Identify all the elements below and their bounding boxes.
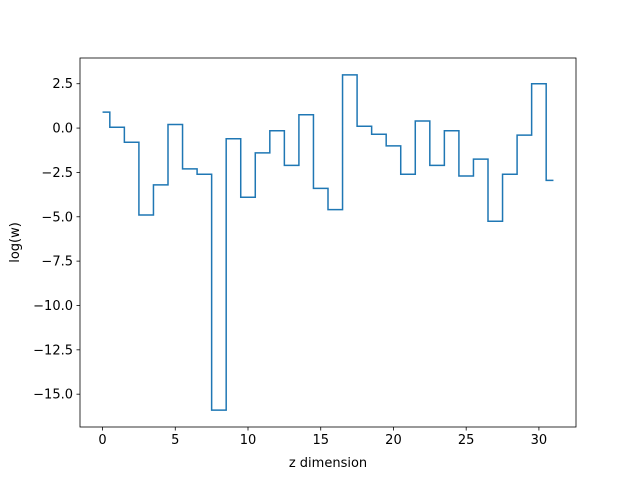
y-tick-label: 2.5 (52, 77, 73, 92)
y-axis-label: log(w) (8, 222, 23, 263)
y-tick-label: −5.0 (41, 210, 73, 225)
x-tick-label: 20 (385, 433, 402, 448)
x-tick-label: 25 (458, 433, 475, 448)
axis-ticks: 0 5 10 15 20 25 30 2.5 0.0 −2.5 −5.0 −7.5 −10.0 −12.5… (33, 77, 547, 448)
series-step-line (102, 74, 554, 411)
y-tick-label: −10.0 (33, 299, 73, 314)
x-tick-label: 0 (98, 433, 106, 448)
y-tick-label: −12.5 (33, 343, 73, 358)
y-tick-label: −15.0 (33, 388, 73, 403)
y-tick-label: −7.5 (41, 255, 73, 270)
plot-area (102, 74, 554, 411)
x-tick-label: 5 (171, 433, 179, 448)
y-tick-label: −2.5 (41, 166, 73, 181)
axes-frame (79, 57, 577, 428)
x-tick-label: 30 (531, 433, 548, 448)
x-tick-label: 15 (312, 433, 329, 448)
x-axis-label: z dimension (289, 456, 367, 471)
x-tick-label: 10 (240, 433, 257, 448)
y-tick-label: 0.0 (52, 122, 73, 137)
